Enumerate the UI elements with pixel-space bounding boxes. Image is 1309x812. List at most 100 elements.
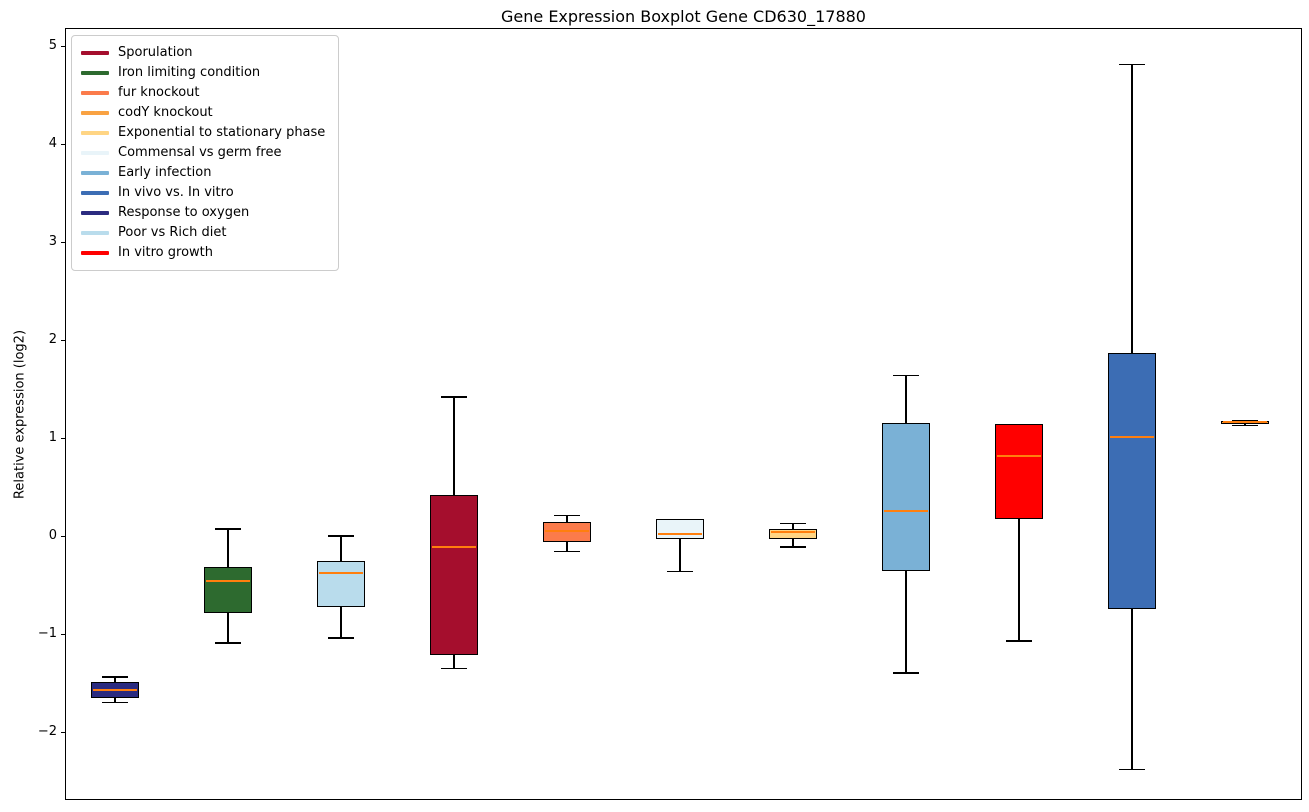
boxplot-in-vivo-vs-in-vitro bbox=[66, 29, 1301, 799]
boxplot-poor-vs-rich-diet bbox=[66, 29, 1301, 799]
whisker-line bbox=[566, 515, 568, 523]
whisker-cap bbox=[441, 396, 467, 398]
whisker-line bbox=[905, 375, 907, 424]
boxplot-exponential-to-stationary-phase bbox=[66, 29, 1301, 799]
whisker-cap bbox=[1119, 63, 1145, 66]
median-line bbox=[771, 531, 815, 534]
whisker-line bbox=[453, 654, 455, 669]
legend-item: Response to oxygen bbox=[81, 203, 325, 223]
legend: Sporulation Iron limiting condition fur kn… bbox=[71, 35, 340, 271]
y-tick-label: 3 bbox=[48, 234, 57, 249]
y-tick-label: 0 bbox=[48, 528, 57, 543]
legend-label: Commensal vs germ free bbox=[118, 145, 282, 160]
legend-item: codY knockout bbox=[81, 103, 325, 123]
y-tick-label: 5 bbox=[48, 38, 57, 53]
boxplot-response-to-oxygen bbox=[66, 29, 1301, 799]
whisker-cap bbox=[893, 374, 919, 377]
legend-label: In vivo vs. In vitro bbox=[118, 185, 234, 200]
legend-color-swatch bbox=[81, 131, 109, 135]
median-line bbox=[1223, 421, 1267, 424]
boxplot-commensal-vs-germ-free bbox=[66, 29, 1301, 799]
boxplot-in-vitro-growth bbox=[66, 29, 1301, 799]
median-line bbox=[658, 533, 702, 536]
boxplot-sporulation bbox=[66, 29, 1301, 799]
y-tick-label: 4 bbox=[48, 136, 57, 151]
median-line bbox=[432, 545, 476, 548]
legend-item: Poor vs Rich diet bbox=[81, 223, 325, 243]
whisker-line bbox=[1018, 519, 1020, 641]
whisker-cap bbox=[893, 672, 919, 674]
legend-label: Early infection bbox=[118, 165, 212, 180]
median-line bbox=[545, 530, 589, 533]
legend-color-swatch bbox=[81, 211, 109, 215]
whisker-line bbox=[340, 536, 342, 561]
legend-color-swatch bbox=[81, 51, 109, 55]
whisker-line bbox=[566, 541, 568, 552]
legend-item: Iron limiting condition bbox=[81, 63, 325, 83]
boxplot-fur-knockout bbox=[66, 29, 1301, 799]
legend-color-swatch bbox=[81, 111, 109, 115]
median-line bbox=[884, 509, 928, 512]
y-tick-label: 1 bbox=[48, 430, 57, 445]
legend-item: In vivo vs. In vitro bbox=[81, 183, 325, 203]
boxplot-iron-limiting-condition bbox=[66, 29, 1301, 799]
plot-area: Sporulation Iron limiting condition fur kn… bbox=[65, 28, 1302, 800]
legend-color-swatch bbox=[81, 91, 109, 95]
whisker-line bbox=[679, 538, 681, 572]
whisker-cap bbox=[328, 535, 354, 537]
whisker-cap bbox=[554, 514, 580, 517]
median-line bbox=[1110, 436, 1154, 439]
legend-label: Sporulation bbox=[118, 45, 193, 60]
boxplot-cody-knockout bbox=[66, 29, 1301, 799]
legend-label: fur knockout bbox=[118, 85, 200, 100]
y-axis-label: Relative expression (log2) bbox=[12, 329, 28, 500]
y-tick-label: 2 bbox=[48, 332, 57, 347]
legend-color-swatch bbox=[81, 171, 109, 175]
legend-label: Exponential to stationary phase bbox=[118, 125, 326, 140]
legend-color-swatch bbox=[81, 151, 109, 155]
box bbox=[430, 494, 478, 655]
median-line bbox=[319, 572, 363, 575]
y-tick-label: −1 bbox=[37, 626, 57, 641]
box bbox=[204, 567, 252, 614]
box bbox=[882, 423, 930, 572]
whisker-line bbox=[792, 523, 794, 530]
median-line bbox=[93, 688, 137, 691]
box bbox=[1108, 352, 1156, 609]
whisker-cap bbox=[1232, 419, 1258, 422]
y-tick-label: −2 bbox=[37, 724, 57, 739]
box bbox=[995, 424, 1043, 520]
median-line bbox=[206, 580, 250, 583]
legend-label: Response to oxygen bbox=[118, 205, 250, 220]
whisker-cap bbox=[667, 570, 693, 573]
whisker-cap bbox=[215, 642, 241, 644]
whisker-line bbox=[114, 697, 116, 703]
legend-color-swatch bbox=[81, 251, 109, 255]
legend-item: In vitro growth bbox=[81, 243, 325, 263]
whisker-line bbox=[905, 571, 907, 674]
whisker-cap bbox=[780, 522, 806, 525]
legend-item: Sporulation bbox=[81, 43, 325, 63]
whisker-cap bbox=[328, 637, 354, 639]
box bbox=[317, 560, 365, 607]
whisker-cap bbox=[215, 528, 241, 530]
legend-item: Commensal vs germ free bbox=[81, 143, 325, 163]
whisker-line bbox=[227, 529, 229, 568]
whisker-line bbox=[792, 538, 794, 547]
whisker-cap bbox=[1232, 424, 1258, 427]
legend-label: Poor vs Rich diet bbox=[118, 225, 227, 240]
legend-color-swatch bbox=[81, 231, 109, 235]
legend-label: Iron limiting condition bbox=[118, 65, 261, 80]
whisker-line bbox=[227, 613, 229, 643]
whisker-cap bbox=[1006, 640, 1032, 642]
whisker-line bbox=[1131, 64, 1133, 353]
legend-label: In vitro growth bbox=[118, 245, 213, 260]
whisker-line bbox=[1131, 608, 1133, 770]
whisker-line bbox=[114, 677, 116, 683]
whisker-cap bbox=[102, 701, 128, 704]
median-line bbox=[997, 454, 1041, 457]
box bbox=[769, 529, 817, 539]
legend-item: Exponential to stationary phase bbox=[81, 123, 325, 143]
legend-label: codY knockout bbox=[118, 105, 213, 120]
whisker-cap bbox=[554, 550, 580, 553]
